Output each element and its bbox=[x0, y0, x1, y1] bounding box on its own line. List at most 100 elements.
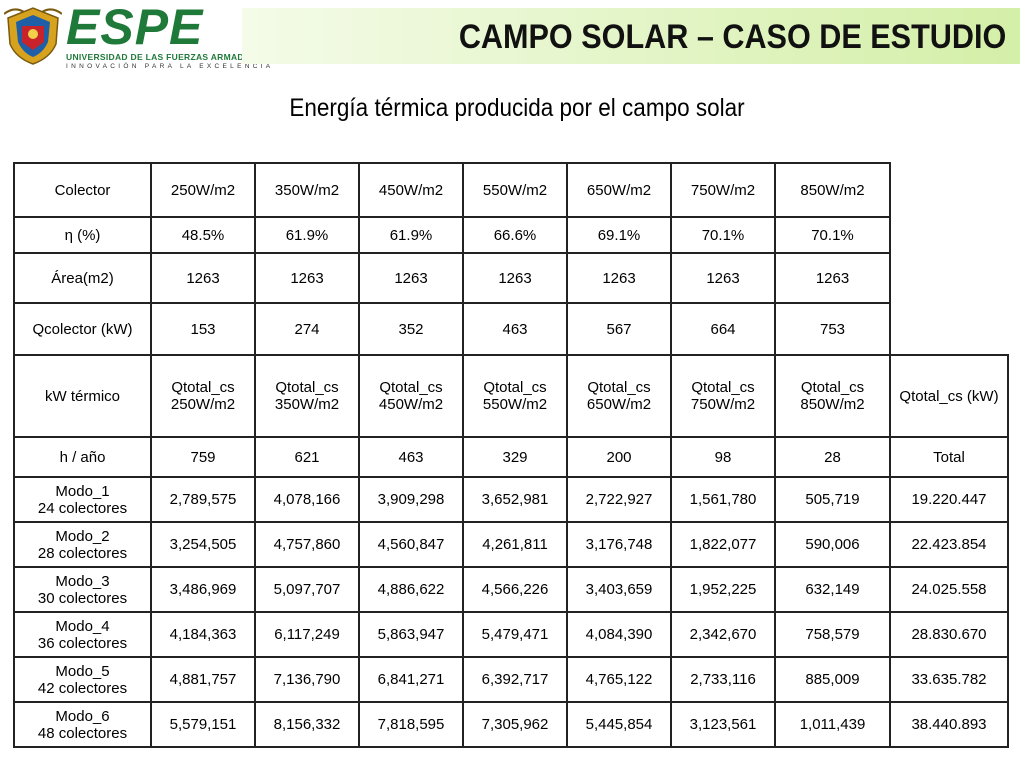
cell-value: 6,392,717 bbox=[481, 671, 549, 688]
table-row: Modo_2 28 colectores 3,254,505 4,757,860 4,5… bbox=[13, 521, 1009, 568]
total-value: 38.440.893 bbox=[911, 716, 987, 733]
header-irradiance: 350W/m2 bbox=[274, 396, 340, 413]
hours-cell: 621 bbox=[254, 436, 360, 478]
table-cell: 632,149 bbox=[774, 566, 891, 613]
table-cell: 4,560,847 bbox=[358, 521, 464, 568]
table-cell: 4,084,390 bbox=[566, 611, 672, 658]
table-cell: 6,392,717 bbox=[462, 656, 568, 703]
cell-value: 1263 bbox=[602, 269, 636, 287]
hours-cell: 200 bbox=[566, 436, 672, 478]
cell-value: 5,579,151 bbox=[169, 716, 237, 733]
hours-label-cell: h / año bbox=[13, 436, 152, 478]
hours-value: 98 bbox=[714, 448, 732, 466]
cell-value: 4,078,166 bbox=[273, 491, 341, 508]
cell-value: 250W/m2 bbox=[170, 181, 236, 199]
cell-value: 6,117,249 bbox=[274, 626, 340, 643]
table-cell: 1,952,225 bbox=[670, 566, 776, 613]
table-cell: 3,403,659 bbox=[566, 566, 672, 613]
table-cell: 70.1% bbox=[670, 216, 776, 254]
table-cell: 4,757,860 bbox=[254, 521, 360, 568]
cell-value: 69.1% bbox=[597, 226, 641, 244]
table-cell: 3,123,561 bbox=[670, 701, 776, 748]
mode-name: Modo_1 bbox=[55, 482, 110, 500]
mode-label-cell: Modo_2 28 colectores bbox=[13, 521, 152, 568]
hours-value: 329 bbox=[502, 448, 528, 466]
cell-value: 3,254,505 bbox=[169, 536, 237, 553]
row-label-cell: Qcolector (kW) bbox=[13, 302, 152, 356]
cell-value: 153 bbox=[190, 320, 216, 338]
cell-value: 5,445,854 bbox=[585, 716, 653, 733]
table-cell: 6,841,271 bbox=[358, 656, 464, 703]
total-value: 22.423.854 bbox=[911, 536, 987, 553]
mode-name: Modo_3 bbox=[55, 572, 110, 590]
cell-value: 66.6% bbox=[493, 226, 537, 244]
table-cell: 1263 bbox=[774, 252, 891, 304]
table-cell: 2,342,670 bbox=[670, 611, 776, 658]
cell-value: 5,863,947 bbox=[377, 626, 445, 643]
cell-value: 450W/m2 bbox=[378, 181, 444, 199]
table-row: Área(m2) 1263 1263 1263 1263 1263 1263 1263 bbox=[13, 252, 891, 304]
header-irradiance: 850W/m2 bbox=[800, 396, 865, 413]
hours-label: h / año bbox=[59, 448, 106, 466]
table-cell: 69.1% bbox=[566, 216, 672, 254]
cell-value: 567 bbox=[606, 320, 632, 338]
cell-value: 4,765,122 bbox=[585, 671, 653, 688]
table-cell: 1263 bbox=[462, 252, 568, 304]
cell-value: 1,952,225 bbox=[689, 581, 757, 598]
cell-value: 274 bbox=[294, 320, 320, 338]
cell-value: 7,136,790 bbox=[273, 671, 341, 688]
header: ESPE UNIVERSIDAD DE LAS FUERZAS ARMADAS … bbox=[0, 0, 1024, 72]
table-cell: 5,097,707 bbox=[254, 566, 360, 613]
header-q: Qtotal_cs bbox=[800, 379, 865, 396]
hours-cell: 28 bbox=[774, 436, 891, 478]
row-label: Área(m2) bbox=[51, 269, 114, 287]
header-label-cell: kW térmico bbox=[13, 354, 152, 438]
table-cell: 3,254,505 bbox=[150, 521, 256, 568]
slide-subtitle: Energía térmica producida por el campo s… bbox=[289, 94, 745, 122]
table-row: Modo_5 42 colectores 4,881,757 7,136,790 6,8… bbox=[13, 656, 1009, 703]
cell-value: 4,757,860 bbox=[273, 536, 341, 553]
mode-name: Modo_4 bbox=[55, 617, 110, 635]
cell-value: 4,084,390 bbox=[585, 626, 653, 643]
table-cell: 5,863,947 bbox=[358, 611, 464, 658]
header-q: Qtotal_cs bbox=[483, 379, 547, 396]
header-q: Qtotal_cs bbox=[275, 379, 339, 396]
hours-value: 463 bbox=[398, 448, 424, 466]
cell-value: 664 bbox=[710, 320, 736, 338]
table-cell: 5,479,471 bbox=[462, 611, 568, 658]
header-cell: Qtotal_cs 650W/m2 bbox=[566, 354, 672, 438]
header-q: Qtotal_cs bbox=[171, 379, 235, 396]
row-label-cell: η (%) bbox=[13, 216, 152, 254]
total-value: 33.635.782 bbox=[911, 671, 987, 688]
cell-value: 750W/m2 bbox=[690, 181, 756, 199]
cell-value: 6,841,271 bbox=[377, 671, 445, 688]
thermal-energy-table: kW térmico Qtotal_cs 250W/m2 Qtotal_cs 350W/… bbox=[13, 354, 1009, 748]
table-cell: 5,579,151 bbox=[150, 701, 256, 748]
cell-value: 505,719 bbox=[805, 491, 860, 508]
total-cell: 28.830.670 bbox=[889, 611, 1009, 658]
table-cell: 4,765,122 bbox=[566, 656, 672, 703]
cell-value: 4,184,363 bbox=[169, 626, 237, 643]
logo-word: ESPE bbox=[66, 0, 204, 55]
total-cell: 33.635.782 bbox=[889, 656, 1009, 703]
header-irradiance: 250W/m2 bbox=[170, 396, 236, 413]
collector-table: Colector 250W/m2 350W/m2 450W/m2 550W/m2 650W… bbox=[13, 162, 891, 356]
cell-value: 753 bbox=[819, 320, 846, 338]
total-cell: 19.220.447 bbox=[889, 476, 1009, 523]
cell-value: 3,909,298 bbox=[377, 491, 445, 508]
table-cell: 463 bbox=[462, 302, 568, 356]
table-cell: 650W/m2 bbox=[566, 162, 672, 218]
table-cell: 450W/m2 bbox=[358, 162, 464, 218]
table-cell: 4,261,811 bbox=[462, 521, 568, 568]
total-cell: 22.423.854 bbox=[889, 521, 1009, 568]
title-band: CAMPO SOLAR – CASO DE ESTUDIO bbox=[242, 8, 1020, 64]
cell-value: 4,261,811 bbox=[482, 536, 548, 553]
slide-title: CAMPO SOLAR – CASO DE ESTUDIO bbox=[458, 18, 1006, 56]
mode-collectors: 24 colectores bbox=[37, 499, 128, 517]
table-cell: 274 bbox=[254, 302, 360, 356]
table-cell: 1,561,780 bbox=[670, 476, 776, 523]
mode-collectors: 30 colectores bbox=[37, 589, 128, 607]
table-row: Modo_4 36 colectores 4,184,363 6,117,249 5,8… bbox=[13, 611, 1009, 658]
cell-value: 1263 bbox=[290, 269, 324, 287]
table-cell: 1263 bbox=[358, 252, 464, 304]
